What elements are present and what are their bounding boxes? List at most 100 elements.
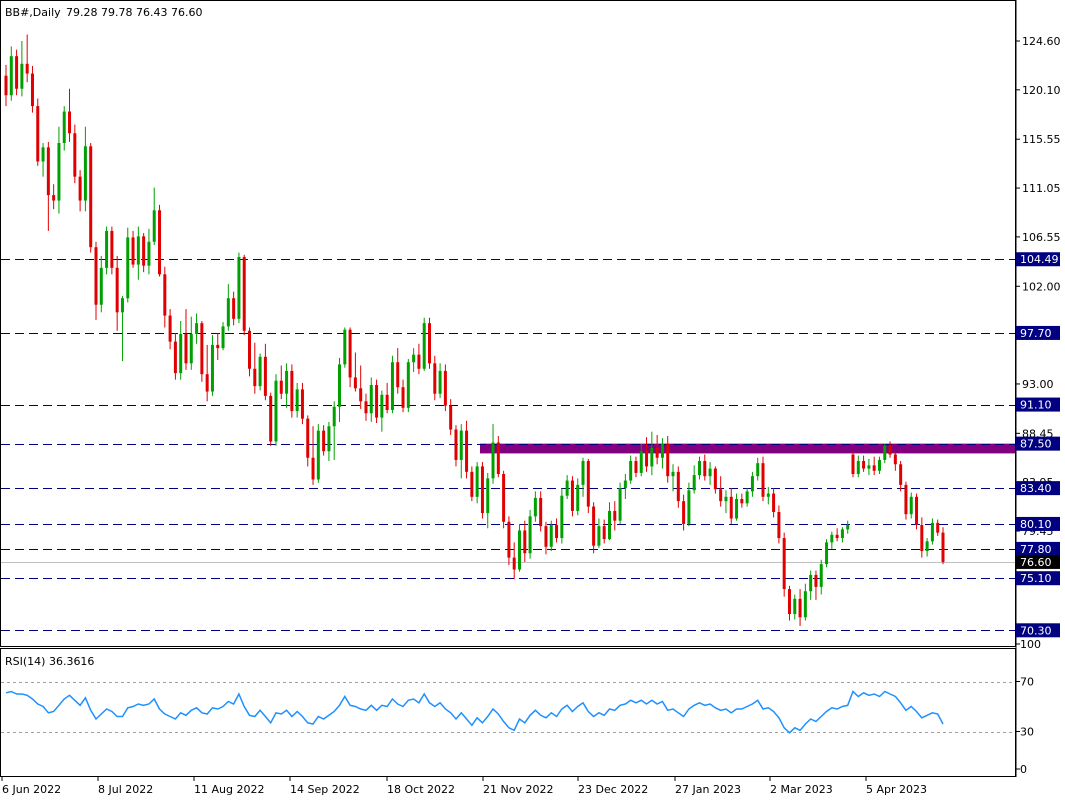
candle-body	[470, 471, 474, 497]
candle-body	[300, 389, 304, 419]
candle-body	[915, 496, 919, 526]
candle-body	[322, 430, 326, 452]
candle-body	[390, 362, 394, 410]
rsi-axis-label: 70	[1020, 676, 1034, 689]
candle-body	[570, 480, 574, 511]
candle-body	[364, 401, 368, 414]
candle-body	[729, 496, 733, 519]
candle-body	[523, 530, 527, 554]
candle-body	[888, 445, 892, 455]
candle-body	[941, 532, 945, 562]
candle-body	[883, 445, 887, 460]
candle-body	[195, 323, 199, 335]
candle-body	[549, 525, 553, 547]
time-axis-label: 23 Dec 2022	[578, 783, 648, 796]
candle-body	[36, 106, 40, 162]
candle-body	[634, 461, 638, 473]
candle-body	[766, 493, 770, 497]
candle-body	[650, 447, 654, 467]
candle-body	[793, 598, 797, 615]
candle-body	[740, 498, 744, 504]
candle-body	[676, 471, 680, 502]
candle-body	[465, 430, 469, 472]
candle-body	[25, 63, 29, 74]
candle-body	[862, 461, 866, 469]
candle-body	[697, 461, 701, 476]
level-price-tag-text: 70.30	[1020, 624, 1052, 637]
level-price-tag	[1016, 325, 1060, 340]
candle-body	[343, 329, 347, 365]
candle-body	[311, 457, 315, 480]
candle-body	[703, 461, 707, 477]
candle-body	[216, 344, 220, 349]
candle-body	[517, 530, 521, 570]
candle-body	[565, 480, 569, 496]
candle-body	[491, 442, 495, 479]
candle-body	[798, 598, 802, 618]
candle-body	[396, 362, 400, 388]
candle-body	[475, 466, 479, 497]
candle-body	[904, 484, 908, 515]
candle-body	[189, 334, 193, 364]
level-price-tag	[1016, 252, 1060, 267]
level-price-tag-text: 80.10	[1020, 518, 1052, 531]
time-axis-label: 8 Jul 2022	[98, 783, 153, 796]
level-price-tag-text: 83.40	[1020, 482, 1052, 495]
candle-body	[655, 447, 659, 458]
rsi-axis-label: 30	[1020, 726, 1034, 739]
price-axis-label: 115.55	[1022, 133, 1061, 146]
candle-body	[581, 461, 585, 485]
time-axis-label: 14 Sep 2022	[290, 783, 360, 796]
candle-body	[232, 298, 236, 319]
chart-header-ohlc: 79.28 79.78 76.43 76.60	[66, 6, 202, 19]
candle-body	[666, 443, 670, 477]
price-axis-label: 120.10	[1022, 84, 1061, 97]
candle-body	[692, 475, 696, 491]
candle-body	[920, 525, 924, 552]
time-axis-label: 18 Oct 2022	[387, 783, 455, 796]
level-price-tag-text: 104.49	[1020, 253, 1059, 266]
level-price-tag-text: 91.10	[1020, 399, 1052, 412]
candle-body	[147, 241, 151, 266]
time-axis-label: 5 Apr 2023	[866, 783, 927, 796]
price-axis-label: 124.60	[1022, 35, 1061, 48]
candle-body	[459, 430, 463, 460]
candle-body	[539, 497, 543, 527]
candle-body	[401, 387, 405, 408]
candle-body	[533, 497, 537, 517]
candle-body	[645, 451, 649, 467]
candle-body	[4, 75, 8, 96]
candle-body	[274, 380, 278, 442]
time-axis-label: 21 Nov 2022	[483, 783, 553, 796]
candle-body	[607, 510, 611, 540]
level-price-tag	[1016, 571, 1060, 586]
candle-body	[205, 374, 209, 392]
candle-body	[179, 334, 183, 374]
candle-body	[671, 471, 675, 477]
candle-body	[168, 315, 172, 342]
level-price-tag-text: 97.70	[1020, 327, 1052, 340]
candle-body	[15, 56, 19, 89]
candle-body	[496, 442, 500, 475]
candle-body	[930, 522, 934, 542]
candle-body	[449, 405, 453, 430]
candle-body	[735, 498, 739, 519]
candle-body	[375, 385, 379, 418]
candle-body	[512, 557, 516, 570]
candle-body	[46, 147, 50, 196]
candle-body	[417, 354, 421, 369]
candle-body	[893, 454, 897, 465]
candle-body	[936, 522, 940, 533]
candle-body	[422, 323, 426, 369]
current-price-tag	[1016, 554, 1060, 569]
candle-body	[380, 394, 384, 418]
candle-body	[713, 468, 717, 490]
candle-body	[507, 521, 511, 558]
candle-body	[184, 334, 188, 364]
candle-body	[131, 237, 135, 265]
time-axis-label: 6 Jun 2022	[2, 783, 61, 796]
rsi-panel-frame	[0, 648, 1016, 777]
candle-body	[856, 461, 860, 475]
candle-body	[30, 73, 34, 107]
candle-body	[221, 326, 225, 349]
